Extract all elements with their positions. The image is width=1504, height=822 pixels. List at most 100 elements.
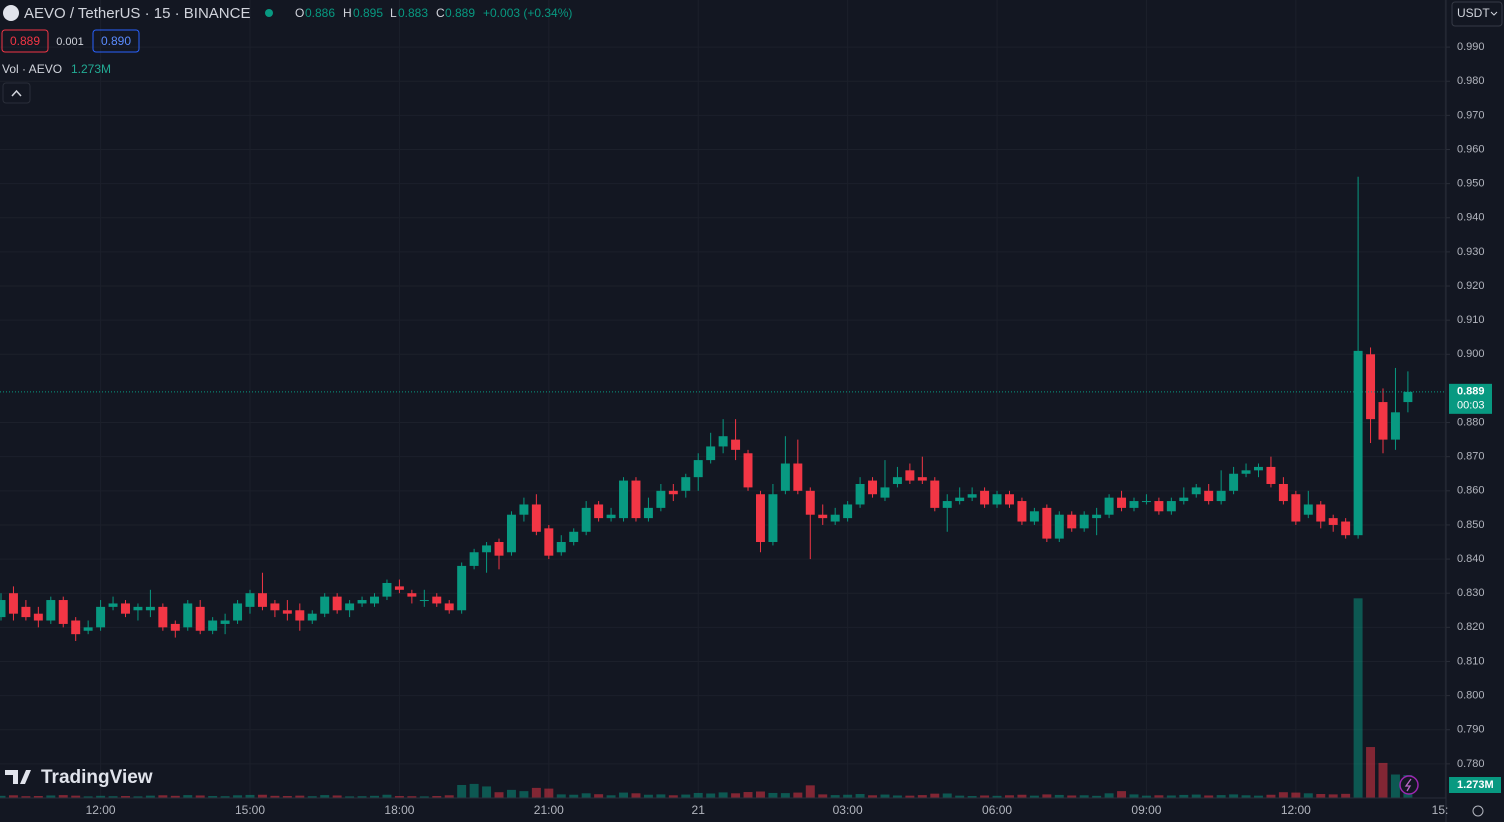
volume-bar <box>693 792 703 798</box>
candle-body <box>1104 497 1114 515</box>
candle-body <box>457 565 467 611</box>
volume-bar <box>955 795 965 798</box>
volume-bar <box>158 795 168 798</box>
y-tick-label: 0.970 <box>1457 109 1485 121</box>
ask[interactable]: 0.890 <box>101 34 131 48</box>
candle-body <box>8 593 18 614</box>
settings-icon[interactable] <box>1472 805 1484 817</box>
bid-box[interactable] <box>1 29 49 53</box>
volume-bar <box>743 792 753 798</box>
legend-c-label: C <box>436 6 445 20</box>
candle-body <box>917 477 927 481</box>
candle-body <box>1054 514 1064 539</box>
candle-body <box>1341 521 1351 536</box>
candle-body <box>1029 511 1039 522</box>
candle-body <box>469 552 479 566</box>
candle-body <box>21 606 31 618</box>
y-tick-label: 0.950 <box>1457 178 1485 190</box>
last-price-label: 0.889 <box>1457 386 1485 398</box>
volume-bar <box>980 795 990 798</box>
candle-body <box>282 610 292 614</box>
volume-bar <box>1390 774 1400 798</box>
volume-bar <box>1229 794 1239 798</box>
volume-bar <box>905 795 915 798</box>
candle-body <box>793 463 803 491</box>
candle-body <box>345 603 355 611</box>
collapse-icon[interactable] <box>11 89 22 97</box>
candle-body <box>868 480 878 495</box>
currency-caret[interactable] <box>1490 11 1498 16</box>
volume-bar <box>1303 793 1313 798</box>
x-tick-label: 09:00 <box>1131 803 1161 817</box>
candle-body <box>544 528 554 556</box>
currency-button[interactable] <box>1451 1 1503 27</box>
candle-body <box>905 470 915 481</box>
volume-bar <box>868 795 878 798</box>
candle-body <box>880 487 890 498</box>
volume-bar <box>220 796 230 798</box>
y-tick-label: 0.880 <box>1457 416 1485 428</box>
candle-body <box>432 596 442 604</box>
currency[interactable]: USDT <box>1457 6 1490 20</box>
volume-bar <box>96 795 106 798</box>
volume-bar <box>0 795 6 798</box>
lightning-icon[interactable] <box>1404 778 1412 792</box>
collapse-button[interactable] <box>2 82 31 104</box>
candle-body <box>1166 501 1176 512</box>
x-tick-label: 21 <box>692 803 706 817</box>
volume-bar <box>320 795 330 798</box>
volume-bar <box>619 792 629 798</box>
candle-body <box>1303 504 1313 515</box>
legend-l: 0.883 <box>398 6 428 20</box>
candle-body <box>1254 466 1263 471</box>
volume-bar <box>1241 795 1251 798</box>
volume-bar <box>631 793 641 798</box>
candle-body <box>643 507 653 519</box>
candle-body <box>1216 490 1226 502</box>
y-tick-label: 0.920 <box>1457 280 1485 292</box>
y-tick-label: 0.960 <box>1457 143 1485 155</box>
volume-bar <box>1129 794 1139 798</box>
volume-bar <box>556 794 566 798</box>
candle-body <box>1390 412 1400 440</box>
volume-bar <box>1266 794 1276 798</box>
candle-body <box>158 606 168 628</box>
volume-bar <box>121 796 130 798</box>
volume-bar <box>1366 747 1376 798</box>
candle-body <box>1191 487 1201 495</box>
volume-bar <box>345 796 355 798</box>
candle-body <box>531 504 541 532</box>
candle-body <box>706 446 716 461</box>
ask-box[interactable] <box>92 29 140 53</box>
candle-body <box>992 494 1002 505</box>
legend-change: +0.003 (+0.34%) <box>483 6 572 20</box>
volume-bar <box>793 792 803 798</box>
y-tick-label: 0.980 <box>1457 75 1485 87</box>
spread: 0.001 <box>56 36 84 48</box>
lightning-button[interactable] <box>1399 775 1419 795</box>
candle-body <box>631 480 641 519</box>
candle-body <box>1042 507 1052 539</box>
candle-body <box>731 439 741 450</box>
candle-body <box>382 582 392 597</box>
legend-l-label: L <box>390 6 397 20</box>
candle-body <box>1179 497 1189 502</box>
volume-bar <box>519 791 529 798</box>
volume-legend-value: 1.273M <box>71 62 111 76</box>
candle-body <box>556 542 566 553</box>
candle-body <box>755 494 765 543</box>
volume-bar <box>432 796 442 798</box>
volume-bar <box>245 794 255 798</box>
candle-body <box>121 603 130 614</box>
candle-body <box>1204 490 1214 502</box>
bid[interactable]: 0.889 <box>10 34 40 48</box>
volume-bar <box>357 796 367 798</box>
candle-body <box>805 490 815 515</box>
y-tick-label: 0.830 <box>1457 587 1485 599</box>
candle-body <box>506 514 516 553</box>
volume-bar <box>569 794 579 798</box>
candle-body <box>768 494 778 543</box>
candle-body <box>1117 497 1127 508</box>
volume-bar <box>1179 794 1189 798</box>
candle-body <box>71 620 81 635</box>
